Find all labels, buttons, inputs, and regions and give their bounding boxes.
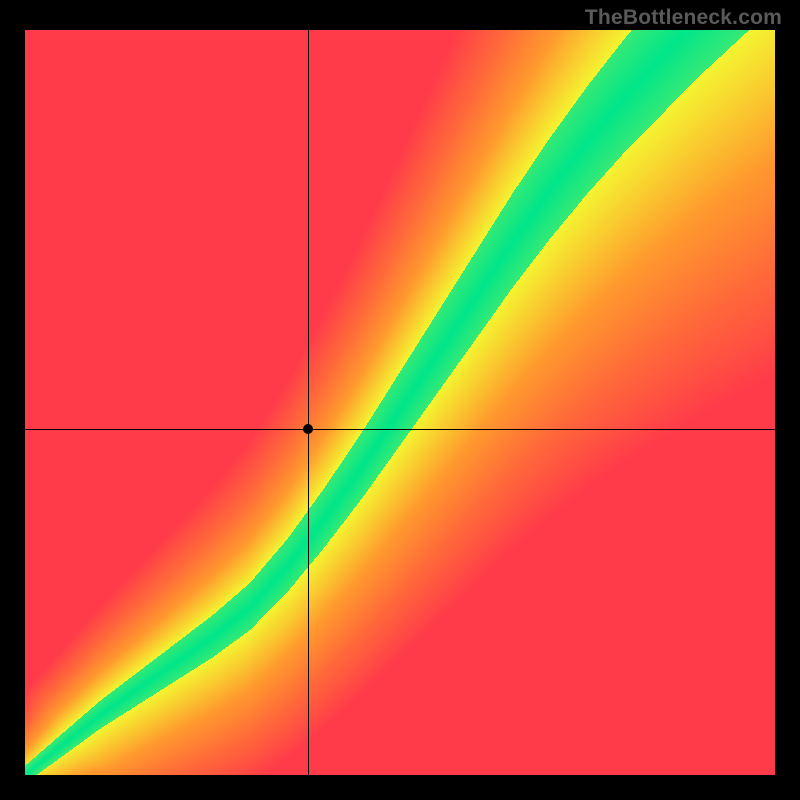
heatmap-canvas (25, 30, 775, 775)
crosshair-horizontal (25, 429, 775, 430)
watermark-text: TheBottleneck.com (585, 6, 782, 30)
marker-dot (303, 424, 313, 434)
crosshair-vertical (308, 30, 309, 775)
heatmap-plot-area (25, 30, 775, 775)
